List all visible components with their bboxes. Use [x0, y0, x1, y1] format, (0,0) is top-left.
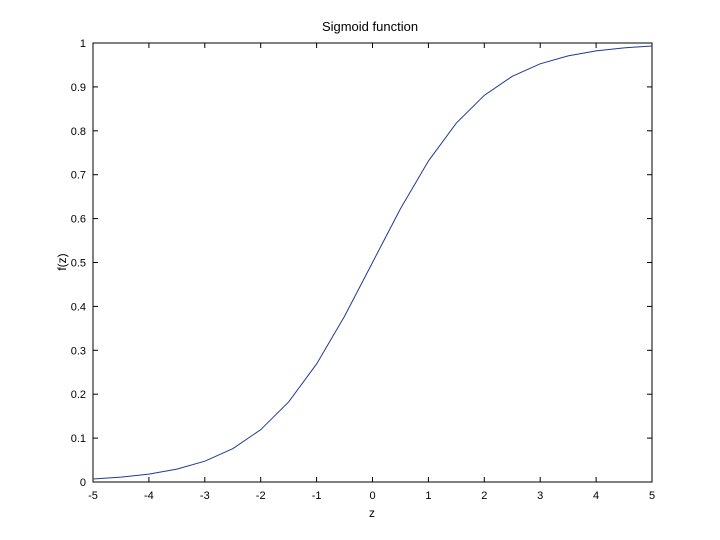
y-axis-label: f(z) [55, 253, 69, 270]
y-tick-label: 0.1 [71, 433, 86, 445]
y-tick-label: 0.4 [71, 301, 86, 313]
y-tick-label: 1 [80, 38, 86, 50]
y-tick-label: 0.6 [71, 214, 86, 226]
y-tick-label: 0.7 [71, 170, 86, 182]
x-tick-label: 1 [425, 490, 431, 502]
y-tick-label: 0.9 [71, 82, 86, 94]
chart-title: Sigmoid function [322, 19, 418, 34]
y-tick-label: 0.3 [71, 345, 86, 357]
x-tick-label: 0 [369, 490, 375, 502]
x-axis: -5 -4 -3 -2 -1 0 1 2 3 4 5 [88, 43, 655, 502]
y-tick-label: 0.2 [71, 389, 86, 401]
y-tick-label: 0.8 [71, 126, 86, 138]
x-axis-label: z [369, 506, 375, 520]
x-tick-label: -1 [312, 490, 322, 502]
x-tick-label: 3 [537, 490, 543, 502]
x-tick-label: 2 [481, 490, 487, 502]
x-tick-label: -2 [256, 490, 266, 502]
x-tick-label: 4 [593, 490, 599, 502]
x-tick-label: -4 [144, 490, 154, 502]
y-axis: 0 0.1 0.2 0.3 0.4 0.5 0.6 0.7 0.8 0.9 1 [71, 38, 652, 489]
y-tick-label: 0 [80, 477, 86, 489]
y-tick-label: 0.5 [71, 258, 86, 270]
sigmoid-curve-line [92, 45, 653, 480]
x-tick-label: 5 [649, 490, 655, 502]
x-tick-label: -3 [200, 490, 210, 502]
x-tick-label: -5 [88, 490, 98, 502]
